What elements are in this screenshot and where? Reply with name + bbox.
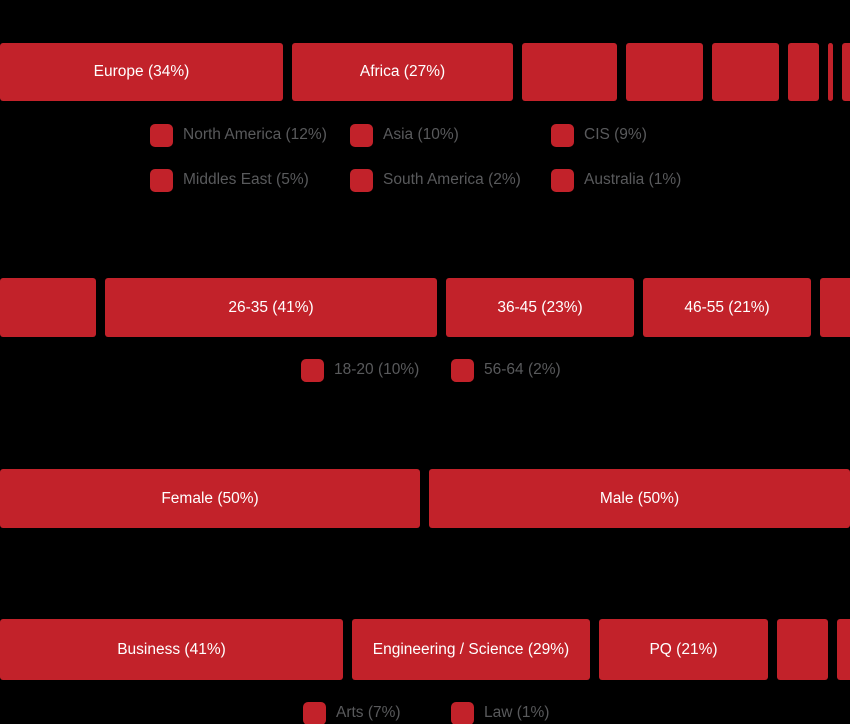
legend-item-cis: CIS (9%) [551,123,647,147]
gender-bar-row: Female (50%) Male (50%) [0,469,850,528]
bar-segment-middles-east [788,43,819,101]
legend-swatch-icon [350,123,373,147]
bar-segment-label: Female (50%) [161,489,259,507]
region-legend-line-1: North America (12%) Asia (10%) CIS (9%) [0,123,850,147]
bar-segment-label: Europe (34%) [93,63,190,80]
bar-segment-africa: Africa (27%) [292,43,513,101]
bar-segment-label: Male (50%) [599,489,680,507]
bar-segment-18-20 [0,278,96,337]
bar-segment-46-55: 46-55 (21%) [643,278,811,337]
bar-segment-label: 46-55 (21%) [684,298,770,316]
legend-label: Asia (10%) [383,126,459,143]
legend-swatch-icon [301,358,324,382]
legend-item-middles-east: Middles East (5%) [150,168,309,192]
legend-label: 18-20 (10%) [334,361,420,378]
legend-item-arts: Arts (7%) [303,701,401,724]
legend-label: North America (12%) [183,126,327,143]
bar-segment-cis [712,43,779,101]
region-bar-row: Europe (34%) Africa (27%) [0,43,850,101]
legend-swatch-icon [451,701,474,724]
bar-segment-australia [842,43,850,101]
bar-segment-europe: Europe (34%) [0,43,283,101]
legend-label: 56-64 (2%) [484,361,561,378]
bar-segment-label: PQ (21%) [649,640,718,658]
bar-segment-male: Male (50%) [429,469,850,528]
bar-segment-asia [626,43,703,101]
legend-label: Law (1%) [484,704,550,721]
bar-segment-law [837,619,850,680]
bar-segment-pq: PQ (21%) [599,619,768,680]
legend-swatch-icon [551,123,574,147]
legend-swatch-icon [451,358,474,382]
bar-segment-36-45: 36-45 (23%) [446,278,634,337]
legend-label: South America (2%) [383,171,521,188]
legend-label: CIS (9%) [584,126,647,143]
bar-segment-north-america [522,43,617,101]
legend-item-australia: Australia (1%) [551,168,681,192]
bar-segment-engineering-science: Engineering / Science (29%) [352,619,590,680]
region-legend-line-2: Middles East (5%) South America (2%) Austr… [0,168,850,192]
legend-label: Australia (1%) [584,171,682,188]
legend-item-asia: Asia (10%) [350,123,459,147]
legend-swatch-icon [150,168,173,192]
bar-segment-label: 36-45 (23%) [497,298,583,316]
legend-item-north-america: North America (12%) [150,123,327,147]
legend-swatch-icon [350,168,373,192]
bar-segment-label: Africa (27%) [359,63,446,80]
legend-swatch-icon [303,701,326,724]
bar-segment-label: Business (41%) [117,640,226,658]
subject-legend-line: Arts (7%) Law (1%) [0,701,850,724]
legend-item-south-america: South America (2%) [350,168,521,192]
bar-segment-business: Business (41%) [0,619,343,680]
bar-segment-26-35: 26-35 (41%) [105,278,437,337]
bar-segment-label: Engineering / Science (29%) [372,640,570,658]
bar-segment-arts [777,619,828,680]
subject-bar-row: Business (41%) Engineering / Science (29%… [0,619,850,680]
legend-label: Middles East (5%) [183,171,309,188]
legend-item-18-20: 18-20 (10%) [301,358,419,382]
legend-swatch-icon [551,168,574,192]
legend-item-law: Law (1%) [451,701,549,724]
legend-label: Arts (7%) [336,704,401,721]
legend-item-56-64: 56-64 (2%) [451,358,561,382]
bar-segment-south-america [828,43,833,101]
bar-segment-female: Female (50%) [0,469,420,528]
age-bar-row: 26-35 (41%) 36-45 (23%) 46-55 (21%) [0,278,850,337]
bar-segment-56-64 [820,278,850,337]
legend-swatch-icon [150,123,173,147]
bar-segment-label: 26-35 (41%) [228,298,314,316]
age-legend-line: 18-20 (10%) 56-64 (2%) [0,358,850,382]
